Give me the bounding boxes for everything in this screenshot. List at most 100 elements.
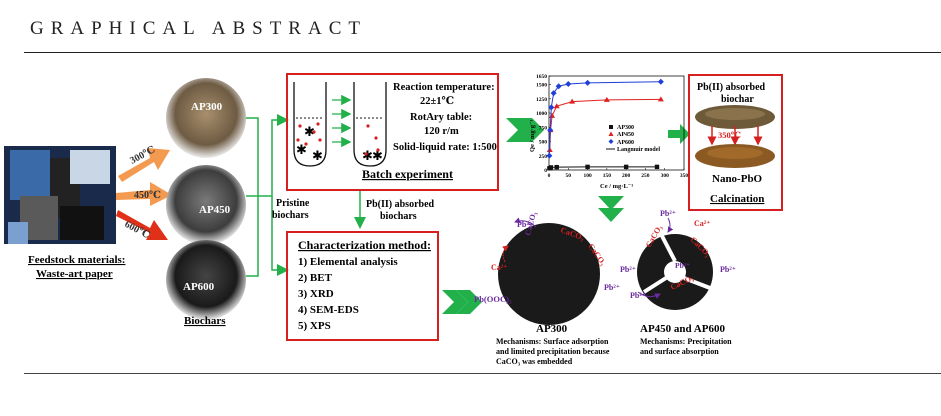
data-point-ap600 (584, 79, 591, 86)
ap450-desc-2: and surface absorption (640, 347, 719, 356)
ap450-title: AP450 and AP600 (640, 323, 725, 335)
batch-line-4: 120 r/m (424, 126, 459, 137)
x-tick-label: 350 (680, 173, 689, 179)
data-point-ap450 (657, 96, 664, 102)
calcination-title: Pb(II) absorbed (697, 82, 766, 93)
test-tubes: ✱✱ ✱ ✱ ✱ (293, 82, 387, 167)
heat-arrows (707, 126, 763, 146)
biochar-ap450-image (166, 165, 246, 245)
svg-text:✱: ✱ (372, 148, 383, 163)
svg-text:✱: ✱ (296, 142, 307, 157)
feedstock-photo (4, 146, 116, 244)
chart-legend: AP300 AP450 AP600 Langmuir model (606, 125, 660, 153)
ap450-pb-top: Pb²⁺ (660, 209, 676, 218)
y-tick-label: 1000 (536, 111, 547, 117)
svg-text:biochars: biochars (272, 210, 309, 221)
langmuir-fit-ap450 (549, 98, 661, 151)
data-point-ap600 (550, 90, 557, 97)
bottom-divider (24, 373, 941, 374)
arrow-300 (118, 148, 170, 182)
batch-line-2: 22±1℃ (420, 96, 455, 107)
characterization-title: Characterization method: (298, 238, 431, 252)
biochar-ap600-image (166, 240, 246, 320)
y-tick-label: 1500 (536, 83, 547, 89)
method-5: 5) XPS (298, 320, 331, 332)
svg-text:✱: ✱ (312, 148, 323, 163)
absorbed-label: Pb(II) absorbed (366, 199, 435, 210)
ap450-pb-right: Pb²⁺ (720, 265, 736, 274)
method-3: 3) XRD (298, 288, 334, 300)
biochars-label: Biochars (184, 315, 226, 327)
header: GRAPHICAL ABSTRACT (0, 0, 941, 56)
method-2: 2) BET (298, 272, 333, 284)
data-point-ap450 (603, 96, 610, 102)
characterization-box (286, 231, 439, 341)
ap450-ca: Ca²⁺ (694, 219, 710, 228)
ap450-pb-bottom: Pb²⁺ (630, 291, 646, 300)
svg-text:biochars: biochars (380, 211, 417, 222)
chevron-to-mechanism-1 (442, 290, 468, 314)
chevron-down-1 (598, 196, 624, 210)
data-point-ap450 (569, 98, 576, 104)
y-tick-label: 250 (539, 154, 548, 160)
x-tick-label: 150 (603, 173, 612, 179)
ap300-pb-top: Pb²⁺ (517, 220, 533, 229)
chart-plot-area (548, 75, 685, 171)
batch-title: Batch experiment (362, 167, 453, 181)
data-point-ap300 (554, 164, 559, 170)
data-point-ap600 (555, 83, 562, 90)
ap300-arrow-pb (514, 217, 537, 228)
sample-ap450: AP450 (199, 204, 231, 216)
chart-x-label: Ce / mg·L⁻¹ (600, 183, 633, 190)
y-tick-label: 750 (539, 125, 548, 131)
ap300-desc-1: Mechanisms: Surface adsorption (496, 337, 609, 346)
product-label: Nano-PbO (712, 173, 763, 185)
sample-ap600: AP600 (183, 281, 215, 293)
batch-line-3: RotAry table: (410, 112, 472, 123)
pristine-label: Pristine (276, 198, 310, 209)
legend-marker-ap300 (609, 125, 613, 129)
ap300-desc-3: CaCO₃ was embedded (496, 357, 573, 366)
legend-marker-ap450 (608, 131, 614, 136)
svg-text:biochar: biochar (721, 94, 754, 105)
legend-ap450: AP450 (617, 132, 634, 138)
ap300-arrow-ca (502, 245, 509, 263)
langmuir-fit-ap600 (548, 81, 661, 156)
page-title: GRAPHICAL ABSTRACT (30, 18, 367, 39)
x-tick-label: 0 (548, 173, 551, 179)
ap450-pb-left: Pb²⁺ (620, 265, 636, 274)
arrow-to-calcination (668, 124, 690, 144)
legend-langmuir: Langmuir model (617, 147, 660, 153)
data-point-ap300 (585, 164, 590, 170)
ap450-pb-center: Pb²⁺ (675, 261, 690, 270)
feedstock-sublabel: Waste-art paper (36, 268, 113, 280)
arrow-to-batch (258, 114, 289, 197)
temp-450: 450℃ (134, 190, 161, 201)
batch-line-1: Reaction temperature: (393, 82, 495, 93)
ap300-pb-right: Pb²⁺ (604, 283, 620, 292)
arrow-600 (116, 210, 168, 240)
data-point-ap600 (548, 104, 555, 111)
calcination-box (688, 74, 783, 211)
chevron-to-mechanism-2 (456, 290, 482, 314)
legend-ap300: AP300 (617, 125, 634, 131)
data-point-ap450 (549, 112, 556, 118)
chevron-to-chart-2 (518, 118, 544, 142)
ap300-title: AP300 (536, 323, 568, 335)
svg-text:✱: ✱ (362, 148, 373, 163)
legend-ap600: AP600 (617, 140, 634, 146)
ap450-desc-1: Mechanisms: Precipitation (640, 337, 732, 346)
ap300-pb-ooc: Pb(OOC)₂ (474, 294, 512, 304)
calcination-temp: 350℃ (718, 130, 741, 140)
y-tick-label: 1250 (536, 97, 547, 103)
x-tick-label: 100 (583, 173, 592, 179)
x-tick-label: 250 (641, 173, 650, 179)
arrow-to-characterization (271, 196, 289, 276)
batch-line-5: Solid-liquid rate: 1:500 (393, 142, 497, 153)
method-4: 4) SEM-EDS (298, 304, 359, 316)
adsorption-isotherm-chart: 0 250 500 750 1000 1250 1500 1650 0 50 100 150 200 2… (529, 74, 688, 190)
y-tick-label: 0 (544, 168, 547, 174)
chart-y-label: Qe / mg·g⁻¹ (529, 119, 536, 152)
top-divider (24, 52, 941, 53)
